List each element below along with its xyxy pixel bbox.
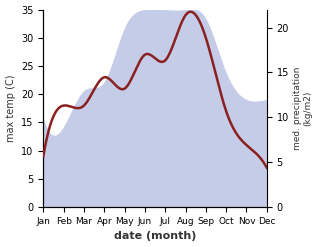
Y-axis label: max temp (C): max temp (C) (5, 75, 16, 142)
X-axis label: date (month): date (month) (114, 231, 196, 242)
Y-axis label: med. precipitation
(kg/m2): med. precipitation (kg/m2) (293, 67, 313, 150)
